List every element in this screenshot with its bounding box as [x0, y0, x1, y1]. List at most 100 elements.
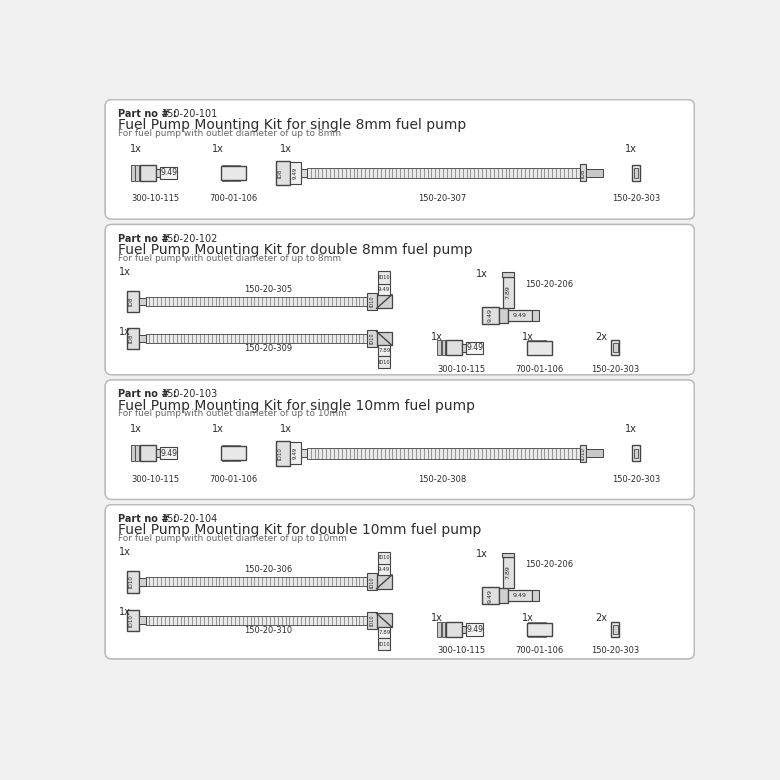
Text: Part no # :: Part no # : — [118, 109, 176, 119]
Text: 150-20-303: 150-20-303 — [591, 647, 640, 655]
Bar — [451, 622, 455, 637]
Text: 1x: 1x — [522, 612, 534, 622]
Bar — [229, 165, 231, 181]
Bar — [633, 165, 640, 181]
FancyBboxPatch shape — [105, 380, 694, 499]
Bar — [300, 449, 307, 457]
Text: ID8: ID8 — [129, 297, 133, 307]
Text: 150-20-307: 150-20-307 — [418, 194, 466, 204]
Text: 1x: 1x — [119, 547, 131, 557]
Text: 2x: 2x — [595, 612, 607, 622]
Text: 1x: 1x — [431, 612, 442, 622]
Text: 1x: 1x — [119, 267, 131, 277]
Text: ID10: ID10 — [378, 360, 390, 365]
Bar — [528, 622, 530, 637]
Text: 1x: 1x — [212, 424, 224, 434]
Text: ID10: ID10 — [129, 576, 133, 588]
Text: 1x: 1x — [119, 607, 131, 617]
Bar — [276, 161, 289, 185]
Bar — [131, 445, 135, 461]
Bar — [145, 165, 149, 181]
Text: Fuel Pump Mounting Kit for double 10mm fuel pump: Fuel Pump Mounting Kit for double 10mm f… — [118, 523, 481, 537]
Text: 9.49: 9.49 — [161, 168, 177, 177]
Text: 9.49: 9.49 — [488, 308, 493, 322]
Bar — [235, 445, 237, 461]
Bar — [146, 615, 367, 625]
FancyBboxPatch shape — [105, 225, 694, 374]
Text: 9.49: 9.49 — [513, 313, 526, 318]
Text: Fuel Pump Mounting Kit for single 8mm fuel pump: Fuel Pump Mounting Kit for single 8mm fu… — [118, 119, 466, 133]
Bar — [131, 165, 135, 181]
Bar — [289, 442, 300, 464]
Bar — [127, 571, 140, 593]
Bar — [466, 342, 484, 354]
Bar — [146, 334, 367, 343]
Text: ID10: ID10 — [378, 642, 390, 647]
Bar — [378, 564, 391, 575]
Bar — [140, 165, 156, 181]
Bar — [140, 445, 144, 461]
Text: ID10: ID10 — [370, 296, 374, 307]
Bar — [367, 293, 377, 310]
Bar — [586, 449, 603, 457]
Bar — [367, 573, 377, 590]
FancyBboxPatch shape — [105, 100, 694, 219]
Text: 9.49: 9.49 — [161, 448, 177, 458]
Bar — [544, 340, 546, 356]
Text: ID10: ID10 — [370, 576, 374, 587]
Bar — [146, 577, 367, 587]
Text: 1x: 1x — [130, 144, 142, 154]
Bar — [613, 625, 618, 634]
Text: For fuel pump with outlet diameter of up to 10mm: For fuel pump with outlet diameter of up… — [118, 410, 346, 418]
Bar — [502, 272, 515, 277]
Bar — [156, 169, 160, 177]
Text: 7.89: 7.89 — [378, 630, 390, 635]
Text: 150-20-308: 150-20-308 — [418, 475, 466, 484]
Bar — [456, 340, 459, 356]
Text: 700-01-106: 700-01-106 — [515, 364, 563, 374]
Bar — [613, 343, 618, 353]
Bar — [502, 552, 515, 557]
Text: 150-20-206: 150-20-206 — [525, 280, 573, 289]
Bar — [221, 446, 246, 460]
Bar — [160, 167, 177, 179]
Text: 1x: 1x — [625, 144, 636, 154]
Text: 7.89: 7.89 — [505, 566, 511, 580]
Bar — [146, 297, 367, 306]
Text: ID10: ID10 — [129, 614, 133, 626]
Text: 300-10-115: 300-10-115 — [132, 475, 179, 484]
Text: Fuel Pump Mounting Kit for single 10mm fuel pump: Fuel Pump Mounting Kit for single 10mm f… — [118, 399, 475, 413]
Bar — [377, 295, 392, 308]
Bar — [446, 340, 450, 356]
Text: 700-01-106: 700-01-106 — [209, 194, 257, 204]
Bar — [225, 165, 228, 181]
Bar — [534, 340, 537, 356]
Text: 9.49: 9.49 — [378, 287, 390, 292]
Text: 9.49: 9.49 — [292, 447, 298, 459]
Bar — [232, 165, 234, 181]
Text: For fuel pump with outlet diameter of up to 8mm: For fuel pump with outlet diameter of up… — [118, 254, 341, 263]
Bar — [140, 616, 146, 624]
Bar — [378, 627, 391, 638]
Text: 1x: 1x — [119, 327, 131, 337]
Bar — [534, 622, 537, 637]
Bar — [612, 622, 619, 637]
Bar — [612, 340, 619, 356]
Bar — [377, 332, 392, 346]
Bar — [378, 346, 391, 356]
Bar — [531, 340, 534, 356]
Bar — [531, 310, 539, 321]
Bar — [531, 622, 534, 637]
Text: 9.49: 9.49 — [378, 567, 390, 572]
Bar — [235, 165, 237, 181]
Text: 150-20-104: 150-20-104 — [161, 514, 218, 524]
Bar — [537, 622, 540, 637]
Text: Part no # :: Part no # : — [118, 234, 176, 243]
Bar — [289, 162, 300, 184]
Text: 700-01-106: 700-01-106 — [515, 647, 563, 655]
Bar — [633, 445, 640, 461]
Text: 9.49: 9.49 — [488, 589, 493, 603]
Bar — [580, 445, 586, 462]
Bar — [634, 448, 639, 458]
Bar — [437, 340, 441, 356]
